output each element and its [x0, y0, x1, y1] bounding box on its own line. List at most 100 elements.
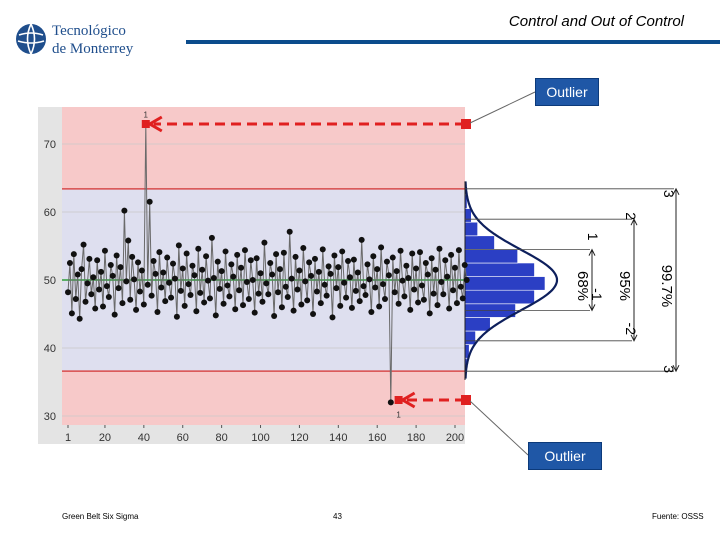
data-point [372, 284, 379, 291]
data-point [212, 312, 219, 319]
data-point [138, 267, 145, 274]
data-point [428, 255, 435, 262]
data-point [313, 288, 320, 295]
x-tick-label: 120 [290, 432, 308, 444]
data-point [152, 270, 159, 277]
data-point [101, 247, 108, 254]
data-point [413, 265, 420, 272]
data-point [170, 260, 177, 267]
data-point [195, 245, 202, 252]
data-point [345, 257, 352, 264]
data-point [127, 296, 134, 303]
histogram-bar [464, 276, 546, 291]
sigma-arrow-head [588, 248, 596, 256]
data-point [255, 290, 262, 297]
data-point [296, 267, 303, 274]
data-point [418, 282, 425, 289]
data-point [424, 271, 431, 278]
data-point [265, 291, 272, 298]
data-point [247, 257, 254, 264]
globe-logo-icon [16, 23, 46, 55]
outlier-anchor-marker [461, 395, 471, 405]
data-point [136, 288, 143, 295]
data-point [282, 283, 289, 290]
data-point [90, 274, 97, 281]
data-point [158, 284, 165, 291]
data-point [261, 239, 268, 246]
data-point [214, 258, 221, 265]
data-point [393, 268, 400, 275]
data-point [329, 314, 336, 321]
data-point [181, 302, 188, 309]
data-point [294, 286, 301, 293]
data-point [292, 253, 299, 260]
data-point [236, 287, 243, 294]
data-point [135, 259, 142, 266]
data-point [179, 265, 186, 272]
data-point [117, 264, 124, 271]
data-point [226, 293, 233, 300]
footer-source: Fuente: OSSS [652, 512, 704, 521]
data-point [115, 285, 122, 292]
data-point [140, 301, 147, 308]
data-point [160, 269, 167, 276]
footer-course: Green Belt Six Sigma [62, 512, 139, 521]
data-point [241, 247, 248, 254]
data-point [374, 266, 381, 273]
histogram-bar [464, 289, 535, 305]
data-point [432, 266, 439, 273]
sigma-plus-label: 3 [661, 190, 677, 198]
data-point [121, 207, 128, 214]
title-rule [186, 40, 720, 44]
x-tick-label: 140 [329, 432, 347, 444]
data-point [370, 253, 377, 260]
x-tick-label: 20 [99, 432, 111, 444]
x-tick-label: 200 [446, 432, 464, 444]
data-point [341, 279, 348, 286]
data-point [436, 245, 443, 252]
data-point [238, 264, 245, 271]
data-point [68, 310, 75, 317]
data-point [98, 268, 105, 275]
data-point [146, 198, 153, 205]
y-tick-label: 50 [44, 275, 56, 287]
data-point [440, 291, 447, 298]
data-point [319, 246, 326, 253]
sigma-arrow-head [630, 218, 638, 226]
data-point [343, 294, 350, 301]
data-point [72, 296, 79, 303]
data-point [187, 291, 194, 298]
data-point [191, 272, 198, 279]
data-point [446, 305, 453, 312]
data-point [171, 275, 178, 282]
data-point [376, 303, 383, 310]
data-point [144, 281, 151, 288]
data-point [253, 255, 260, 262]
sigma-plus-label: 1 [585, 233, 601, 241]
data-point [267, 260, 274, 266]
data-point [166, 279, 173, 286]
data-point [88, 291, 95, 298]
data-point [92, 305, 99, 312]
data-point [94, 257, 101, 264]
data-point [177, 287, 184, 294]
data-point [395, 300, 402, 307]
data-point [133, 306, 140, 313]
data-point [251, 309, 258, 316]
data-point [109, 272, 116, 279]
sigma-percent-label: 99.7% [658, 265, 675, 308]
data-point [278, 304, 285, 311]
outlier-label: 1 [396, 410, 401, 419]
data-point [335, 264, 342, 271]
data-point [199, 266, 206, 273]
data-point [284, 294, 291, 300]
data-point [107, 262, 114, 269]
data-point [78, 266, 85, 273]
data-point [426, 310, 433, 317]
data-point [323, 292, 330, 299]
y-tick-label: 40 [44, 343, 56, 355]
x-tick-label: 40 [138, 432, 150, 444]
data-point [208, 234, 215, 241]
data-point [387, 399, 394, 406]
sigma-percent-label: 95% [616, 271, 633, 301]
